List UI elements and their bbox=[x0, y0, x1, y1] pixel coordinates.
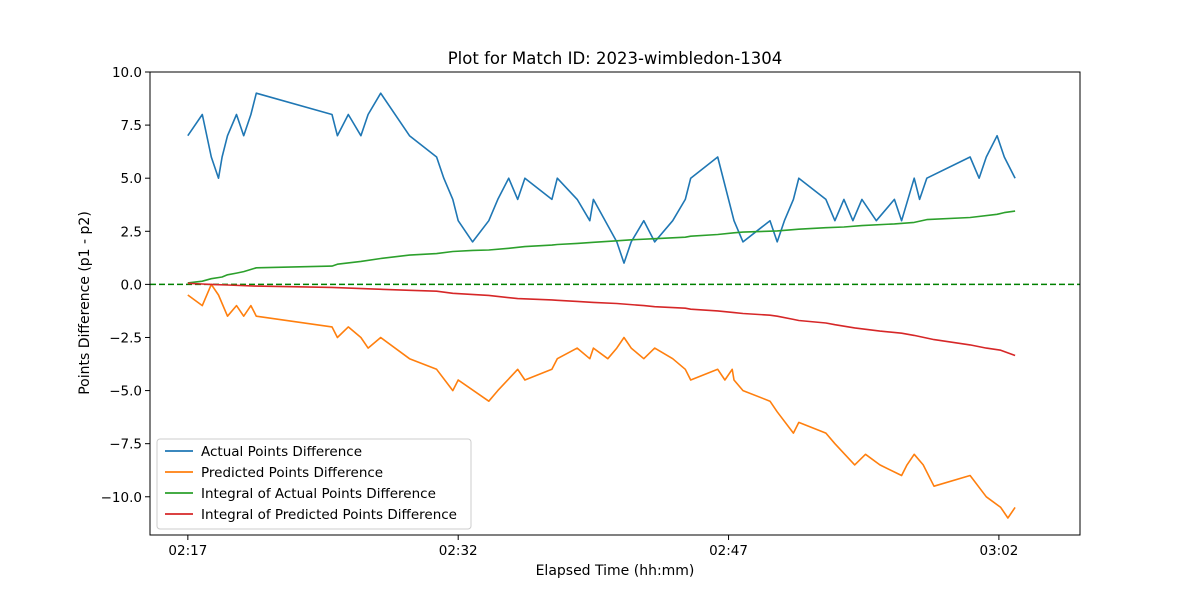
y-tick-label: 10.0 bbox=[112, 65, 142, 81]
plot-area bbox=[150, 92, 1080, 519]
y-tick-label: −5.0 bbox=[109, 384, 142, 400]
y-tick-label: 7.5 bbox=[121, 118, 142, 134]
legend-entry: Integral of Actual Points Difference bbox=[201, 486, 436, 502]
x-tick-label: 02:17 bbox=[168, 543, 207, 559]
axes: 02:17 02:32 02:47 03:02 10.0 7.5 5.0 2.5 0.0 −2.5… bbox=[101, 65, 1081, 559]
legend-entry: Integral of Predicted Points Difference bbox=[201, 507, 457, 523]
chart-title: Plot for Match ID: 2023-wimbledon-1304 bbox=[448, 49, 783, 68]
series-line-2 bbox=[187, 283, 1016, 519]
legend-entry: Predicted Points Difference bbox=[201, 465, 383, 481]
series-line-1 bbox=[187, 92, 1016, 264]
y-tick-label: −7.5 bbox=[109, 437, 142, 453]
y-tick-label: −2.5 bbox=[109, 330, 142, 346]
series-line-4 bbox=[187, 282, 1016, 357]
legend-box bbox=[156, 438, 472, 530]
legend-entry: Actual Points Difference bbox=[201, 444, 362, 460]
series-line-3 bbox=[187, 210, 1016, 284]
legend: Actual Points Difference Predicted Points… bbox=[156, 438, 472, 530]
x-axis-label: Elapsed Time (hh:mm) bbox=[536, 563, 695, 579]
x-tick-label: 03:02 bbox=[979, 543, 1018, 559]
y-axis-label: Points Difference (p1 - p2) bbox=[77, 211, 93, 395]
y-tick-label: 5.0 bbox=[121, 171, 142, 187]
x-tick-label: 02:47 bbox=[709, 543, 748, 559]
y-tick-label: 2.5 bbox=[121, 224, 142, 240]
y-tick-label: 0.0 bbox=[121, 277, 142, 293]
y-tick-label: −10.0 bbox=[101, 490, 142, 506]
axes-frame bbox=[149, 71, 1081, 536]
x-tick-label: 02:32 bbox=[439, 543, 478, 559]
